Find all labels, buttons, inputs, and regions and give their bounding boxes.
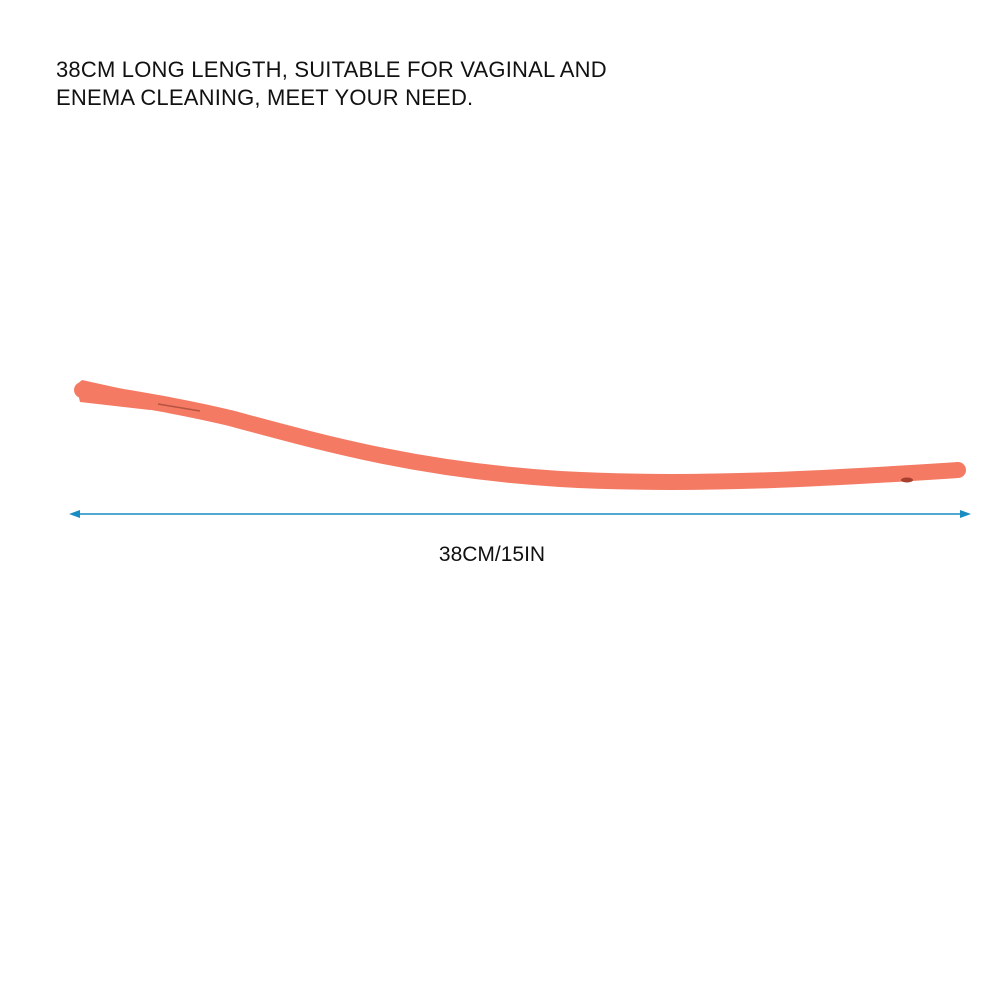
arrow-right-head [960, 510, 971, 518]
headline-line-1: 38CM LONG LENGTH, SUITABLE FOR VAGINAL A… [56, 57, 607, 82]
dimension-label: 38CM/15IN [438, 543, 546, 566]
dimension-arrow [69, 510, 971, 518]
tube-side-hole [901, 477, 913, 483]
headline-line-2: ENEMA CLEANING, MEET YOUR NEED. [56, 85, 474, 110]
tube-print-marking [157, 403, 201, 412]
tube [74, 382, 966, 490]
arrow-left-head [69, 510, 80, 518]
headline: 38CM LONG LENGTH, SUITABLE FOR VAGINAL A… [56, 56, 756, 112]
tube-tip-flare [76, 380, 150, 410]
